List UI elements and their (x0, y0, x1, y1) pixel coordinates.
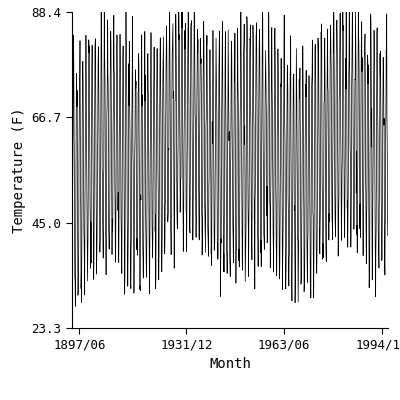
Y-axis label: Temperature (F): Temperature (F) (12, 107, 26, 233)
X-axis label: Month: Month (209, 357, 251, 371)
